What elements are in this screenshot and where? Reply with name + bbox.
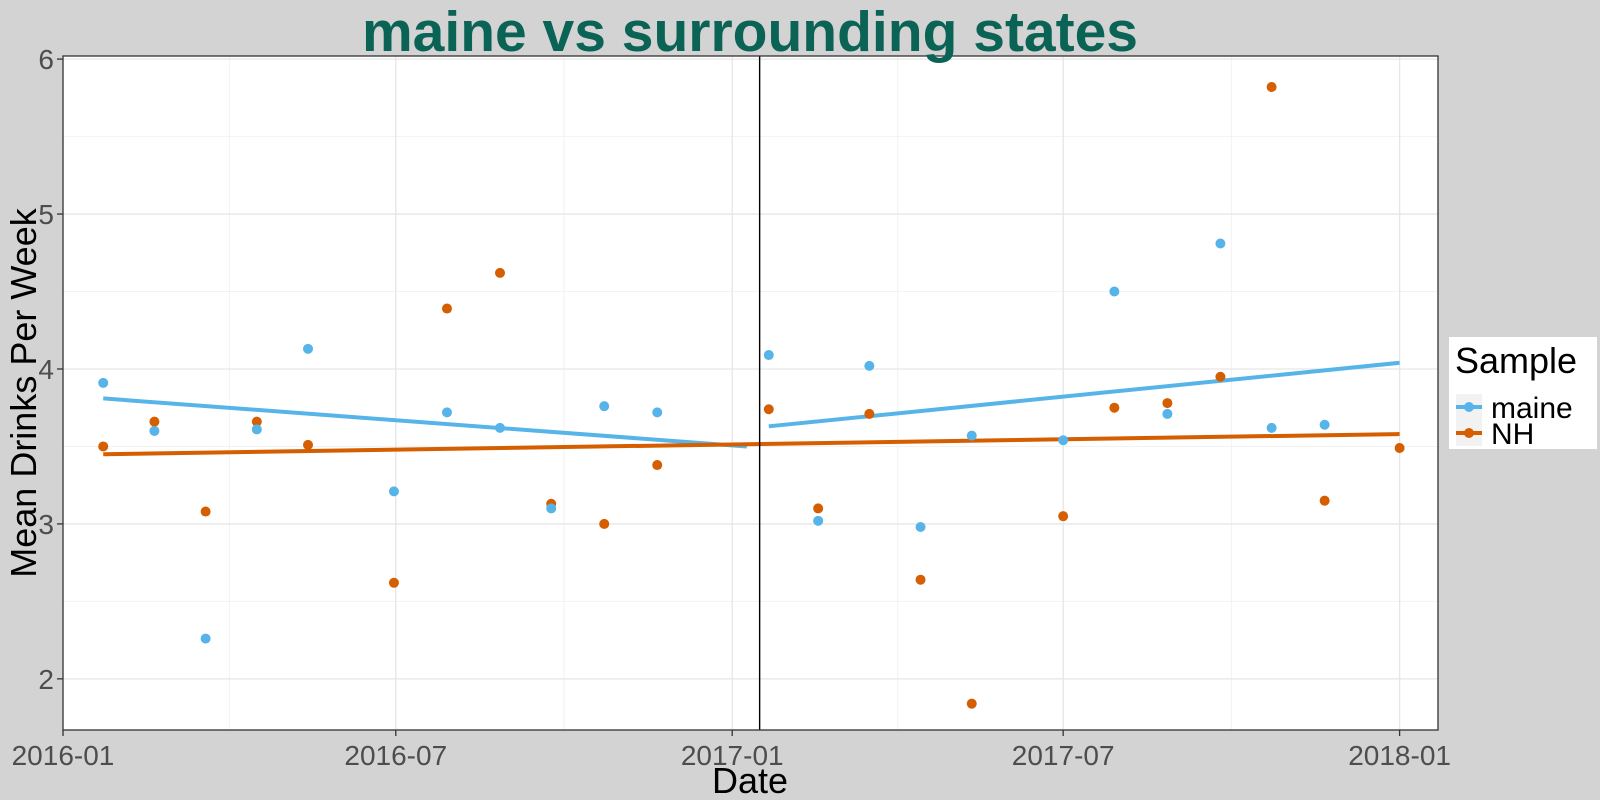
x-axis-ticks: 2016-01 2016-07 2017-01 2017-07 2018-01: [12, 730, 1451, 771]
point-nh: [251, 416, 262, 427]
point-maine: [1266, 422, 1277, 433]
panel-background: [63, 56, 1438, 730]
point-maine: [388, 486, 399, 497]
point-maine: [441, 407, 452, 418]
point-maine: [763, 350, 774, 361]
y-tick-label: 3: [38, 509, 54, 540]
point-nh: [652, 460, 663, 471]
point-maine: [495, 422, 506, 433]
point-nh: [303, 439, 314, 450]
gridlines: [62, 56, 1438, 730]
x-tick-label: 2016-01: [12, 740, 115, 771]
point-maine: [546, 503, 557, 514]
point-nh: [495, 267, 506, 278]
point-nh: [1319, 495, 1330, 506]
trend-line-maine: [103, 396, 747, 449]
x-tick-label: 2016-07: [344, 740, 447, 771]
point-nh: [98, 441, 109, 452]
point-maine: [149, 425, 160, 436]
point-maine: [98, 377, 109, 388]
point-nh: [200, 506, 211, 517]
point-nh: [966, 698, 977, 709]
point-nh: [1394, 443, 1405, 454]
point-nh: [1058, 511, 1069, 522]
trend-line-nh: [103, 432, 1400, 457]
point-nh: [1109, 402, 1120, 413]
chart-title: maine vs surrounding states: [362, 0, 1138, 64]
y-axis-label: Mean Drinks Per Week: [3, 207, 44, 577]
point-nh: [813, 503, 824, 514]
point-nh: [1215, 371, 1226, 382]
x-tick-label: 2018-01: [1348, 740, 1451, 771]
point-maine: [1109, 286, 1120, 297]
point-maine: [251, 424, 262, 435]
point-nh: [599, 518, 610, 529]
point-maine: [813, 515, 824, 526]
legend-label-maine: maine: [1491, 392, 1573, 425]
y-tick-label: 6: [38, 44, 54, 75]
point-maine: [1162, 408, 1173, 419]
panel-border: [62, 55, 1439, 731]
point-maine: [864, 360, 875, 371]
point-maine: [200, 633, 211, 644]
point-nh: [915, 574, 926, 585]
legend-label-nh: NH: [1491, 418, 1534, 451]
point-maine: [303, 343, 314, 354]
data-points: [98, 81, 1405, 709]
y-tick-label: 5: [38, 199, 54, 230]
point-nh: [1266, 81, 1277, 92]
point-maine: [915, 522, 926, 533]
legend-key-point-nh: [1464, 428, 1474, 438]
point-maine: [652, 407, 663, 418]
point-nh: [441, 303, 452, 314]
point-nh: [763, 404, 774, 415]
point-nh: [864, 408, 875, 419]
point-maine: [966, 430, 977, 441]
point-maine: [1058, 435, 1069, 446]
point-nh: [388, 577, 399, 588]
legend-key-point-maine: [1464, 402, 1474, 412]
y-tick-label: 2: [38, 664, 54, 695]
point-maine: [1319, 419, 1330, 430]
point-maine: [1215, 238, 1226, 249]
point-nh: [149, 416, 160, 427]
x-tick-label: 2017-01: [681, 740, 784, 771]
x-axis-label: Date: [712, 760, 788, 800]
point-nh: [1162, 398, 1173, 409]
point-maine: [599, 401, 610, 412]
y-axis-ticks: 2 3 4 5 6: [38, 44, 63, 695]
y-tick-label: 4: [38, 354, 54, 385]
legend-title: Sample: [1455, 340, 1577, 381]
x-tick-label: 2017-07: [1012, 740, 1115, 771]
